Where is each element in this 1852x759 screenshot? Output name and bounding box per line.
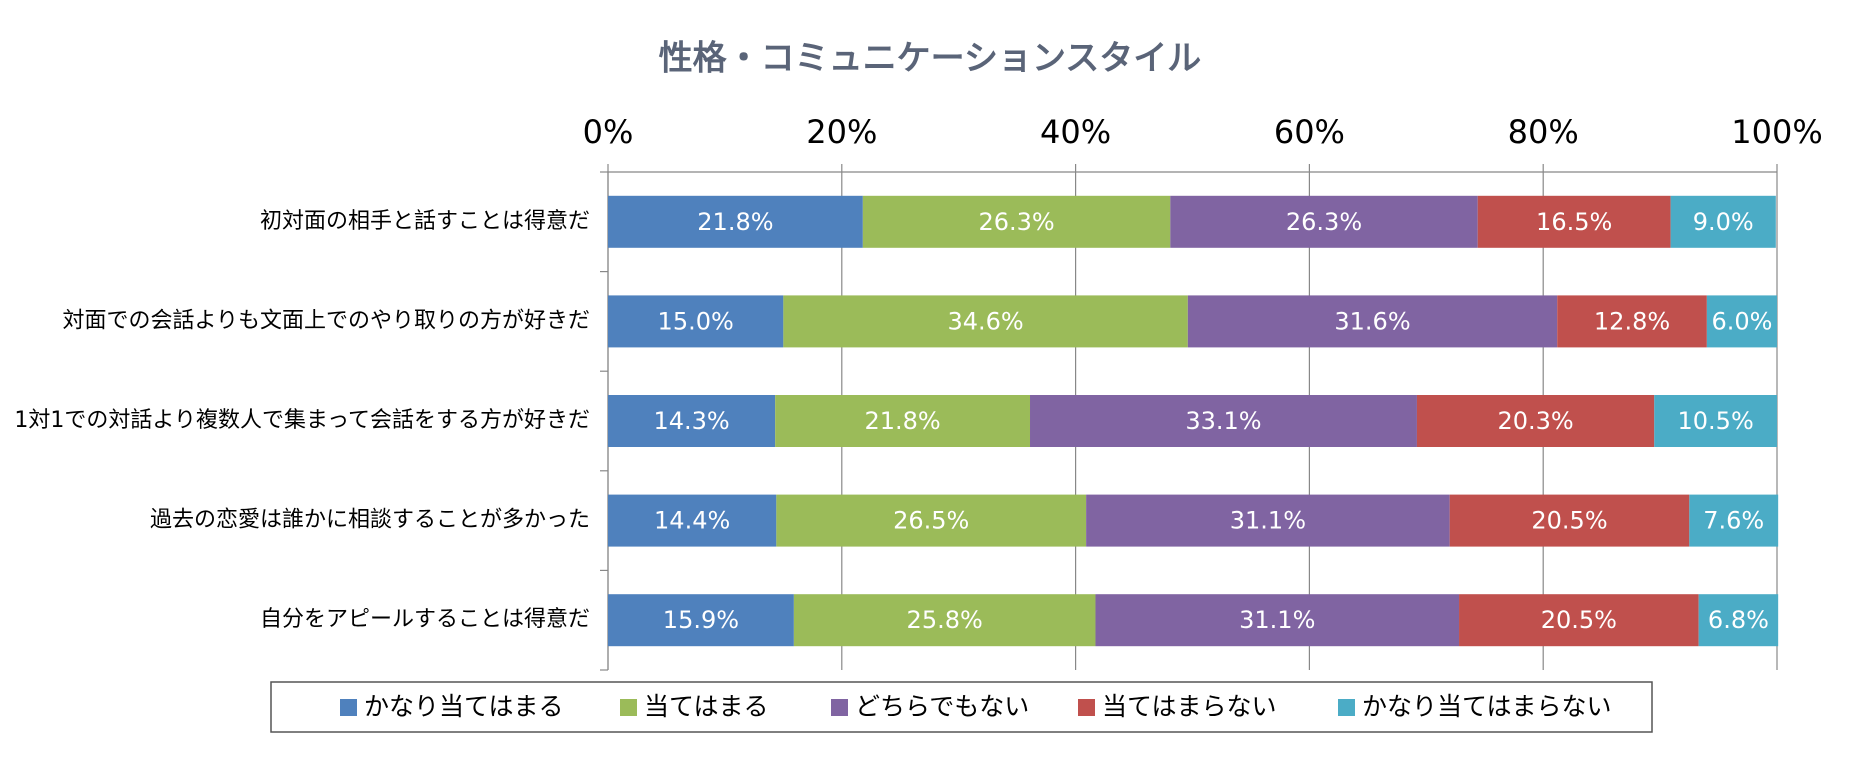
value-label: 26.5% (893, 507, 969, 535)
value-label: 31.1% (1230, 507, 1306, 535)
value-label: 20.5% (1531, 507, 1607, 535)
legend-box (270, 681, 1653, 733)
value-label: 16.5% (1536, 208, 1612, 236)
bar-segment (1416, 395, 1655, 447)
value-label: 20.5% (1541, 606, 1617, 634)
value-label: 21.8% (697, 208, 773, 236)
y-tick-label: 対面での会話よりも文面上でのやり取りの方が好きだ (62, 308, 590, 333)
legend-label: かなり当てはまらない (1362, 692, 1612, 721)
bar-segment (1449, 494, 1690, 547)
bar-segment (1459, 594, 1699, 647)
bar-segment (1654, 395, 1777, 447)
bar-segment (608, 594, 794, 647)
bar-segment (1689, 494, 1779, 547)
chart-title: 性格・コミュニケーションスタイル (659, 39, 1202, 79)
x-tick-label: 20% (806, 113, 877, 151)
value-label: 7.6% (1703, 507, 1764, 535)
bar-segment (1706, 295, 1777, 348)
legend-label: どちらでもない (855, 692, 1029, 721)
bar-segment (775, 395, 1031, 447)
y-tick-label: 自分をアピールすることは得意だ (260, 607, 590, 632)
value-label: 26.3% (1286, 208, 1362, 236)
value-label: 6.0% (1711, 307, 1772, 335)
value-label: 14.4% (654, 507, 730, 535)
x-tick-label: 40% (1040, 113, 1111, 151)
legend-swatch (340, 699, 357, 716)
bar-segment (1170, 195, 1478, 248)
value-label: 31.6% (1334, 307, 1410, 335)
bar-segment (783, 295, 1188, 348)
legend-swatch (620, 699, 637, 716)
legend-label: 当てはまる (644, 692, 769, 721)
value-label: 20.3% (1497, 407, 1573, 435)
bar-segment (1030, 395, 1417, 447)
legend-swatch (1338, 699, 1355, 716)
bar-segment (793, 594, 1096, 647)
bar-segment (862, 195, 1171, 248)
y-tick-label: 過去の恋愛は誰かに相談することが多かった (150, 508, 590, 533)
value-label: 25.8% (907, 606, 983, 634)
bar-segment (776, 494, 1087, 547)
value-label: 10.5% (1678, 407, 1754, 435)
bar-segment (1557, 295, 1707, 348)
bar-segment (608, 295, 784, 348)
value-label: 14.3% (653, 407, 729, 435)
value-label: 31.1% (1239, 606, 1315, 634)
bar-segment (1095, 594, 1460, 647)
bar-segment (608, 494, 777, 547)
value-label: 6.8% (1708, 606, 1769, 634)
legend-swatch (831, 699, 848, 716)
x-tick-label: 100% (1731, 113, 1822, 151)
x-tick-label: 0% (583, 113, 634, 151)
x-tick-label: 60% (1274, 113, 1345, 151)
value-label: 26.3% (978, 208, 1054, 236)
bar-segment (1670, 195, 1776, 248)
bar-segment (608, 395, 776, 447)
value-label: 9.0% (1693, 208, 1754, 236)
bar-segment (1698, 594, 1779, 647)
legend-swatch (1078, 699, 1095, 716)
value-label: 12.8% (1594, 307, 1670, 335)
legend-label: 当てはまらない (1102, 692, 1277, 721)
value-label: 15.0% (658, 307, 734, 335)
x-tick-label: 80% (1508, 113, 1579, 151)
value-label: 21.8% (864, 407, 940, 435)
y-tick-label: 1対1での対話より複数人で集まって会話をする方が好きだ (14, 408, 590, 433)
value-label: 34.6% (947, 307, 1023, 335)
y-tick-label: 初対面の相手と話すことは得意だ (260, 209, 590, 234)
value-label: 33.1% (1185, 407, 1261, 435)
bar-segment (1477, 195, 1671, 248)
legend-label: かなり当てはまる (364, 692, 564, 721)
bar-segment (1187, 295, 1558, 348)
bar-segment (608, 195, 863, 248)
value-label: 15.9% (663, 606, 739, 634)
bar-segment (1086, 494, 1450, 547)
